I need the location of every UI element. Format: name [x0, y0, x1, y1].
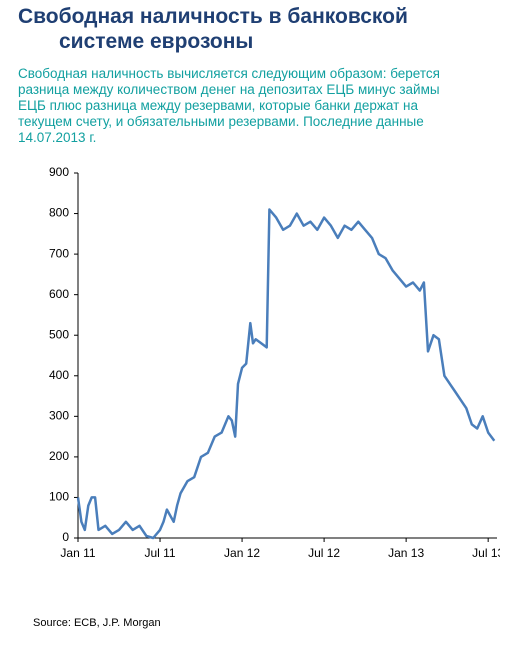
y-tick-label: 500	[49, 327, 69, 341]
subtitle-line: ЕЦБ плюс разница между резервами, которы…	[18, 98, 419, 113]
x-tick-label: Jul 13	[472, 546, 504, 560]
y-tick-label: 800	[49, 206, 69, 220]
x-tick-label: Jan 13	[388, 546, 424, 560]
x-tick-label: Jan 11	[60, 546, 95, 560]
y-tick-label: 100	[49, 490, 69, 504]
y-tick-label: 0	[62, 530, 69, 544]
title-line: Свободная наличность в банковской	[18, 5, 408, 28]
y-tick-label: 400	[49, 368, 69, 382]
y-tick-label: 600	[49, 287, 69, 301]
title-line: системе еврозоны	[59, 30, 254, 53]
subtitle-line: разница между количеством денег на депоз…	[18, 82, 440, 97]
subtitle-line: Свободная наличность вычисляется следующ…	[18, 66, 440, 81]
x-tick-label: Jan 12	[224, 546, 260, 560]
subtitle-line: 14.07.2013 г.	[18, 130, 97, 145]
x-tick-label: Jul 11	[144, 546, 175, 560]
x-tick-label: Jul 12	[308, 546, 340, 560]
data-line	[76, 208, 496, 540]
subtitle: Свободная наличность вычисляется следующ…	[18, 66, 440, 146]
source: Source: ECB, J.P. Morgan	[33, 617, 161, 629]
y-tick-label: 700	[49, 246, 69, 260]
y-tick-label: 900	[49, 165, 69, 179]
y-tick-label: 300	[49, 409, 69, 423]
chart-title: Свободная наличность в банковской систем…	[18, 4, 408, 54]
subtitle-line: текущем счету, и обязательными резервами…	[18, 114, 424, 129]
y-tick-label: 200	[49, 449, 69, 463]
